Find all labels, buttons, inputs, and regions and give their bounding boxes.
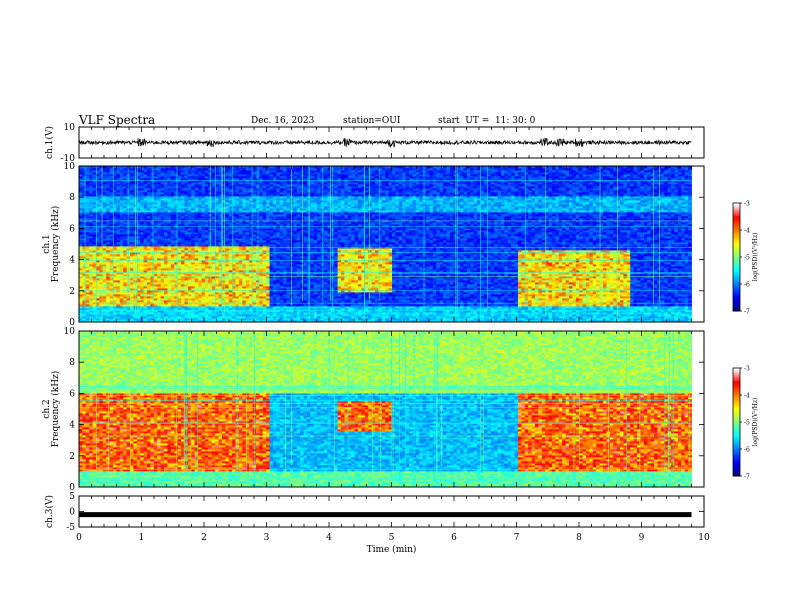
y-axis-label: ch.1(V) (44, 126, 55, 159)
colorbar-tick-label: -7 (744, 474, 750, 481)
colorbar-tick-label: -4 (744, 228, 750, 235)
y-tick-label: 6 (69, 224, 75, 234)
y-tick-label: 6 (69, 389, 75, 399)
colorbar (732, 202, 742, 312)
x-tick-label: 3 (264, 533, 270, 543)
y-tick-label: 8 (69, 358, 75, 368)
x-tick-label: 10 (698, 533, 710, 543)
colorbar-tick-label: -5 (744, 255, 750, 262)
spectrogram-cells (79, 331, 692, 488)
y-tick-label: 2 (69, 452, 75, 462)
y-tick-label: 0 (69, 483, 75, 493)
colorbar-tick-label: -5 (744, 420, 750, 427)
spectrogram-cells (79, 166, 692, 323)
ch1-waveform-trace (78, 137, 692, 149)
x-tick-label: 0 (76, 533, 82, 543)
x-tick-label: 8 (576, 533, 582, 543)
colorbar-tick-label: -4 (744, 393, 750, 400)
x-tick-label: 4 (326, 533, 332, 543)
x-tick-label: 7 (514, 533, 520, 543)
y-tick-label: 10 (64, 327, 76, 337)
y-tick-label: 10 (64, 162, 76, 172)
y-axis-label: ch.3(V) (44, 495, 55, 528)
y-axis-label: ch.1 (42, 234, 52, 253)
x-tick-label: 9 (639, 533, 645, 543)
x-tick-label: 5 (389, 533, 395, 543)
date-label: Dec. 16, 2023 (251, 116, 314, 126)
y-tick-label: 10 (64, 123, 76, 133)
y-tick-label: 0 (69, 318, 75, 328)
colorbar-tick-label: -7 (744, 309, 750, 316)
y-tick-label: 4 (69, 421, 75, 431)
y-tick-label: 2 (69, 287, 75, 297)
colorbar-tick-label: -3 (744, 201, 750, 208)
x-tick-label: 1 (139, 533, 145, 543)
x-axis-label: Time (min) (367, 544, 417, 555)
colorbar-tick-label: -6 (744, 282, 750, 289)
colorbar-tick-label: -3 (744, 366, 750, 373)
colorbar-label: log(PSD)(V²/Hz) (752, 398, 759, 447)
y-tick-label: 4 (69, 256, 75, 266)
y-tick-label: -5 (66, 523, 75, 533)
y-tick-label: 8 (69, 193, 75, 203)
station-label: station=OUI (343, 116, 400, 126)
x-tick-label: 6 (451, 533, 457, 543)
x-tick-label: 2 (201, 533, 207, 543)
y-axis-label: Frequency (kHz) (50, 371, 61, 448)
y-tick-label: -10 (61, 154, 76, 164)
y-tick-label: 0 (69, 508, 75, 518)
colorbar-tick-label: -6 (744, 447, 750, 454)
colorbar-label: log(PSD)(V²/Hz) (752, 233, 759, 282)
y-axis-label: ch.2 (42, 399, 52, 418)
start-time-label: start UT = 11: 30: 0 (438, 116, 535, 126)
chart-title: VLF Spectra (79, 113, 155, 127)
colorbar (732, 367, 742, 477)
y-tick-label: 5 (69, 492, 75, 502)
y-axis-label: Frequency (kHz) (50, 206, 61, 283)
